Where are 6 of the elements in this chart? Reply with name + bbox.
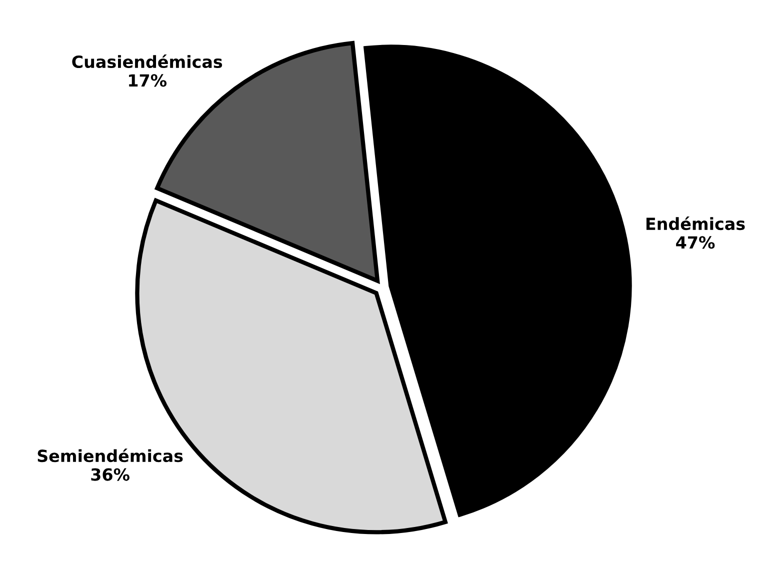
slice-label: Cuasiendémicas [72,54,222,68]
data-label: 36% [91,468,130,481]
data-label: 17% [129,74,167,87]
data-label: 47% [676,236,715,249]
slice-label: Endémicas [646,216,745,230]
slice-label: Semiendémicas [38,448,183,462]
